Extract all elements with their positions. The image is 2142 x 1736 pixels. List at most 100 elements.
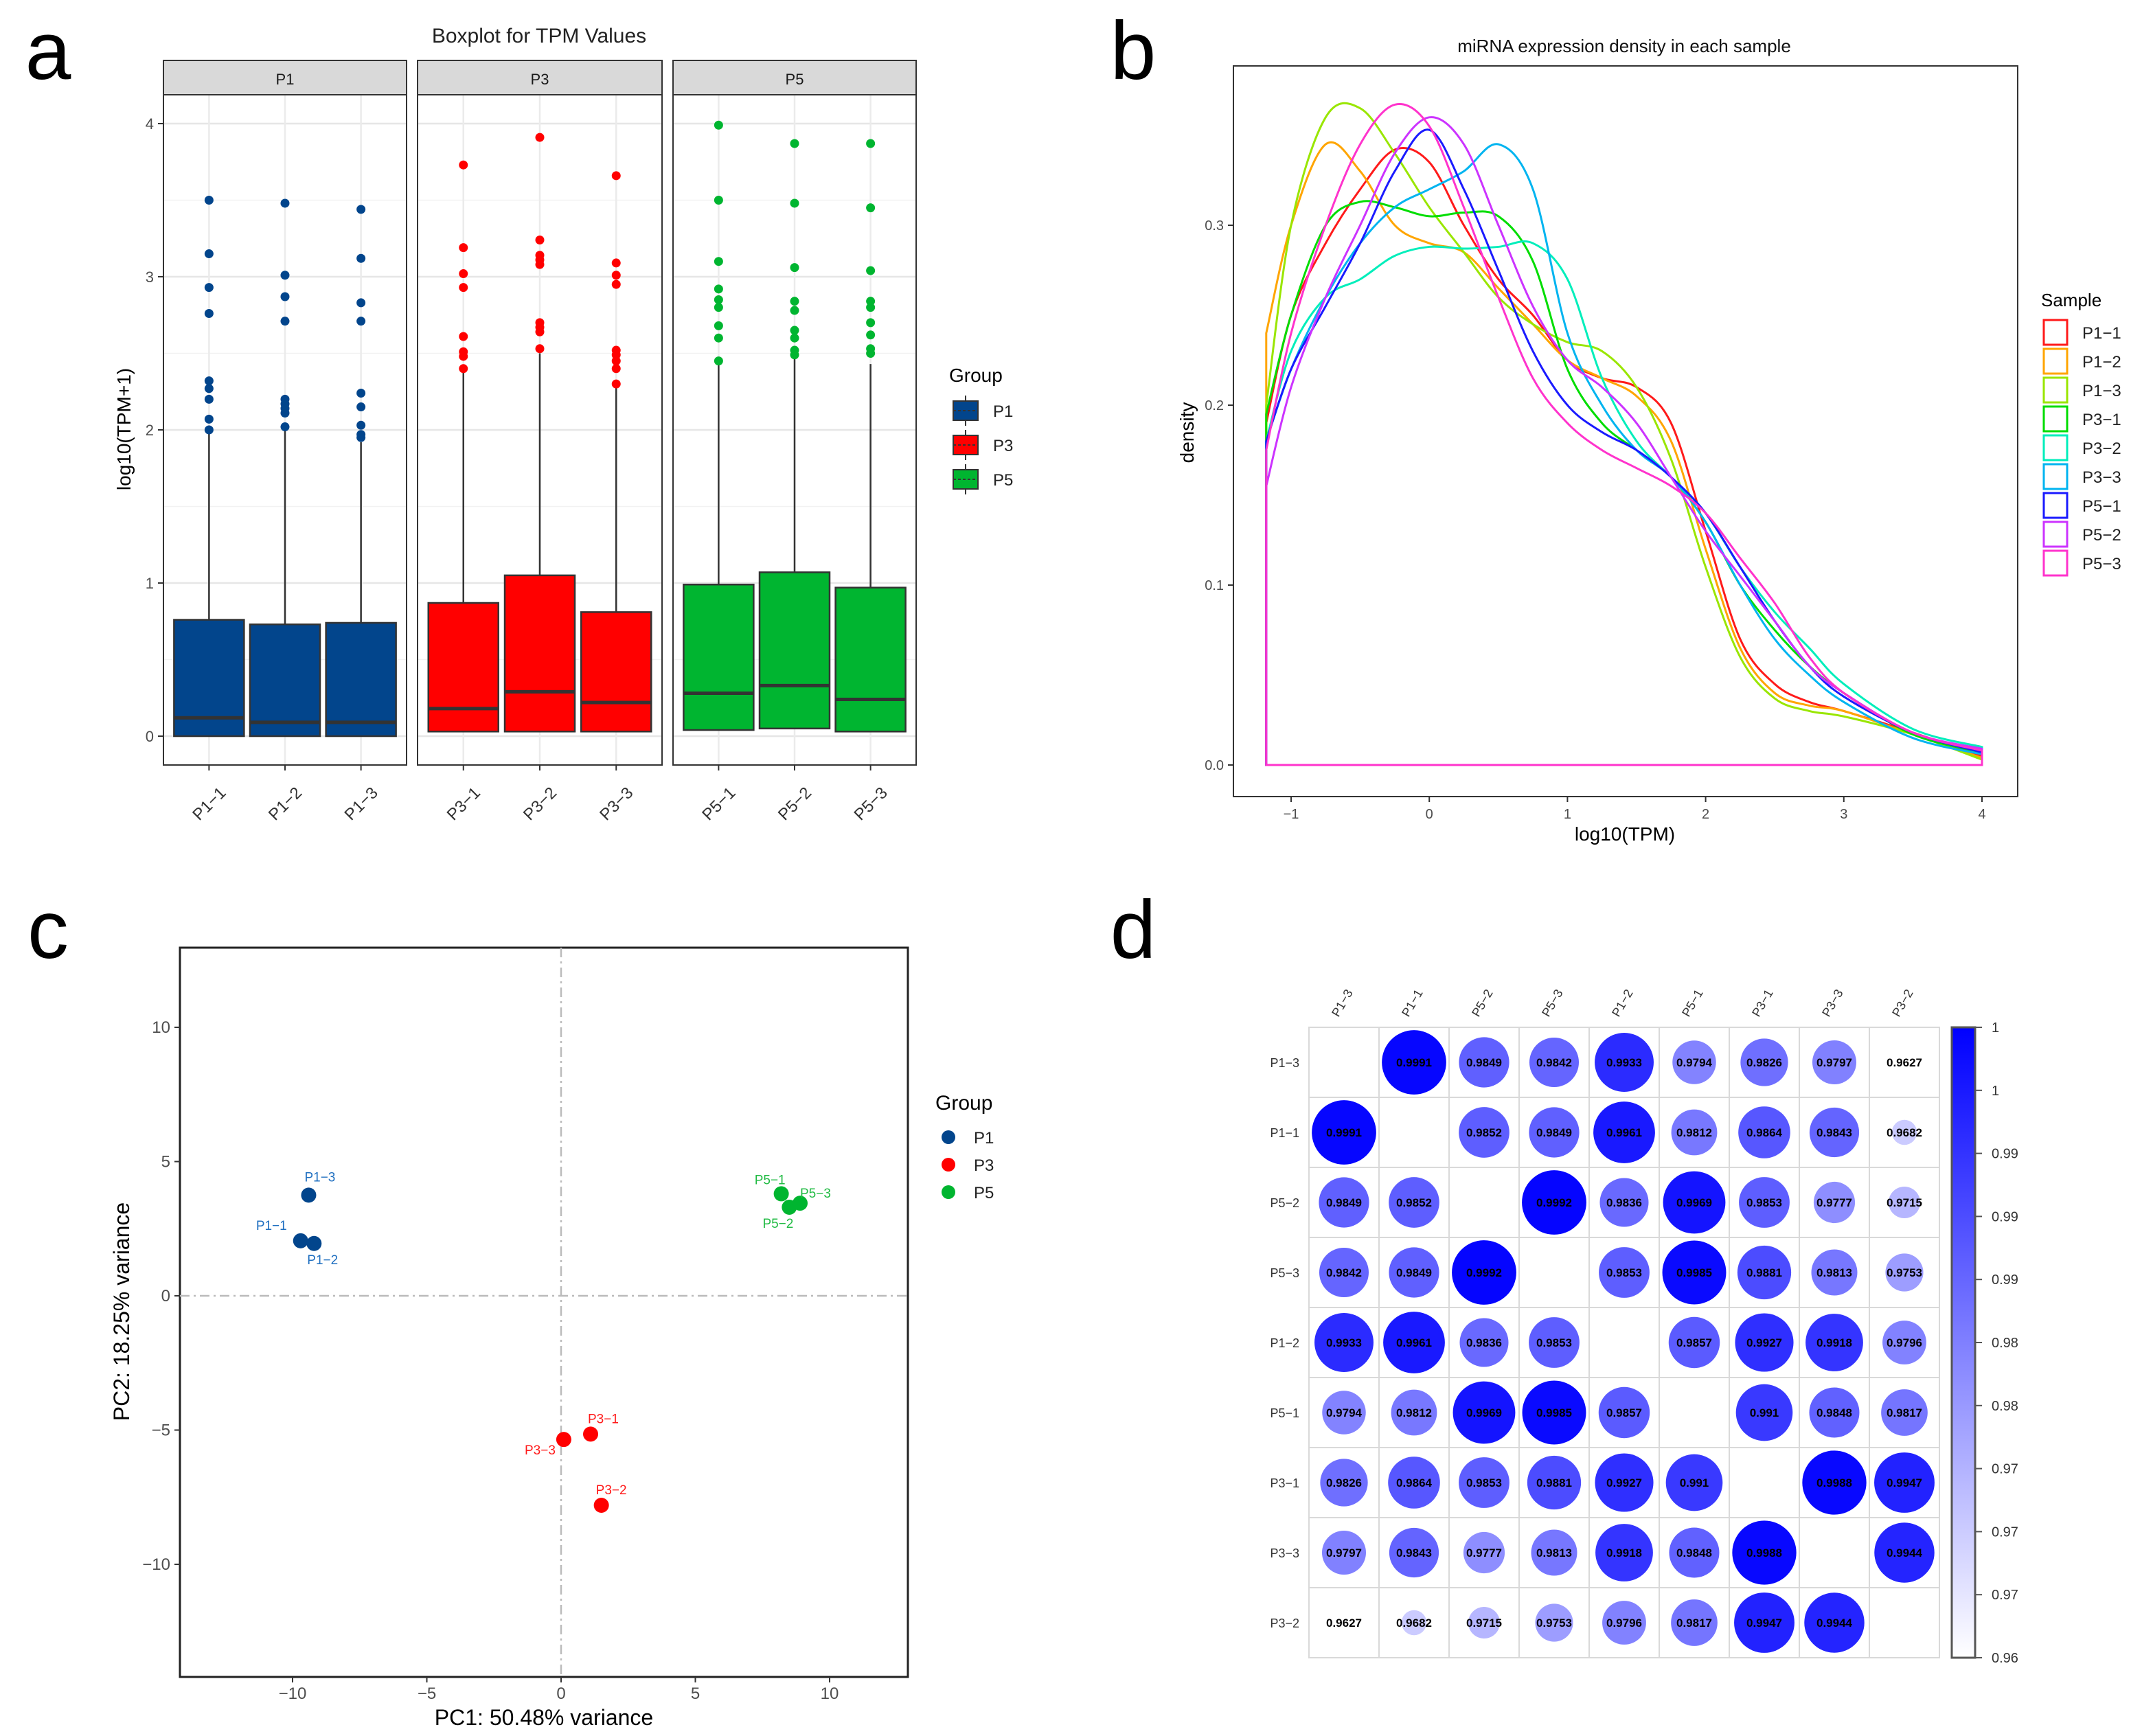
correlation-value: 0.9796 bbox=[1887, 1336, 1922, 1349]
colorbar-label: 0.97 bbox=[1992, 1588, 2018, 1603]
colorbar-label: 0.99 bbox=[1992, 1272, 2018, 1288]
outlier-point bbox=[611, 271, 621, 280]
correlation-value: 0.9969 bbox=[1676, 1196, 1712, 1209]
outlier-point bbox=[356, 317, 366, 326]
pca-point bbox=[301, 1187, 317, 1203]
outlier-point bbox=[356, 205, 366, 214]
correlation-value: 0.9826 bbox=[1326, 1476, 1362, 1489]
outlier-point bbox=[714, 284, 723, 294]
correlation-value: 0.9813 bbox=[1536, 1546, 1572, 1560]
correlation-value: 0.9852 bbox=[1396, 1196, 1432, 1209]
colorbar bbox=[1950, 1026, 1976, 1659]
correlation-circle bbox=[1319, 1177, 1369, 1228]
correlation-value: 0.9944 bbox=[1816, 1617, 1853, 1630]
correlation-value: 0.9988 bbox=[1816, 1476, 1852, 1489]
correlation-value: 0.9918 bbox=[1606, 1546, 1642, 1560]
column-label: P5−2 bbox=[1469, 987, 1496, 1019]
x-tick-label: P1−3 bbox=[341, 784, 382, 824]
correlation-value: 0.9918 bbox=[1816, 1336, 1852, 1349]
outlier-point bbox=[611, 279, 621, 289]
correlation-value: 0.9849 bbox=[1326, 1196, 1362, 1209]
facet-strip bbox=[417, 60, 663, 95]
pca-panel: P1−1 P1−2 P1−3 P3−1 P3−2 P3−3 P5−1 P5−2 P5−3 −10 −… bbox=[109, 946, 994, 1730]
outlier-point bbox=[204, 376, 214, 386]
boxplot-panel: Boxplot for TPM Values P1 P3 P5 P1−1 P1−2 P1−3… bbox=[113, 25, 1013, 824]
legend-title: Group bbox=[935, 1092, 992, 1115]
correlation-circle bbox=[1662, 1240, 1727, 1305]
correlation-circle bbox=[1809, 1107, 1860, 1158]
x-tick-label: −5 bbox=[418, 1684, 436, 1703]
correlation-circle bbox=[1389, 1527, 1439, 1578]
outlier-point bbox=[204, 196, 214, 205]
correlation-circle bbox=[1882, 1321, 1926, 1364]
outlier-point bbox=[204, 384, 214, 393]
correlation-circle bbox=[1813, 1181, 1856, 1224]
correlation-circle bbox=[1391, 1389, 1437, 1436]
correlation-circle bbox=[1735, 1384, 1793, 1441]
panel-letter: a bbox=[25, 5, 71, 97]
pca-point bbox=[792, 1196, 808, 1211]
outlier-point bbox=[459, 352, 468, 361]
outlier-point bbox=[611, 171, 621, 181]
correlation-value: 0.9853 bbox=[1536, 1336, 1572, 1349]
plot-border bbox=[1233, 65, 2018, 797]
correlation-circle bbox=[1322, 1391, 1366, 1435]
outlier-point bbox=[280, 292, 290, 301]
panel-letter: d bbox=[1110, 884, 1157, 976]
facet-strip bbox=[672, 60, 917, 95]
y-axis-label: density bbox=[1176, 402, 1198, 464]
colorbar-label: 0.98 bbox=[1992, 1336, 2018, 1351]
density-curve bbox=[1265, 240, 1983, 766]
correlation-circle bbox=[1527, 1455, 1582, 1510]
legend-title: Sample bbox=[2041, 290, 2101, 310]
box bbox=[249, 623, 321, 738]
correlation-value: 0.9881 bbox=[1746, 1266, 1782, 1279]
correlation-value: 0.9842 bbox=[1536, 1056, 1572, 1069]
y-tick-label: 5 bbox=[161, 1153, 170, 1172]
outlier-point bbox=[790, 333, 799, 343]
correlation-circle bbox=[1805, 1314, 1863, 1371]
legend-key bbox=[2042, 463, 2069, 490]
point-label: P5−2 bbox=[762, 1217, 793, 1231]
pca-point bbox=[556, 1432, 571, 1448]
correlation-value: 0.9933 bbox=[1606, 1056, 1642, 1069]
box bbox=[683, 583, 755, 731]
correlation-circle bbox=[1812, 1040, 1857, 1085]
y-tick-label: 0 bbox=[146, 728, 154, 745]
box bbox=[427, 602, 499, 733]
density-curve bbox=[1265, 116, 1983, 766]
correlation-circle bbox=[1602, 1601, 1646, 1645]
outlier-point bbox=[714, 295, 723, 304]
y-axis-label: PC2: 18.25% variance bbox=[109, 1202, 134, 1421]
correlation-value: 0.9849 bbox=[1536, 1126, 1572, 1139]
correlation-circle bbox=[1401, 1610, 1427, 1636]
legend-label: P3−1 bbox=[2082, 411, 2121, 429]
x-tick-label: P3−2 bbox=[520, 784, 560, 824]
x-tick-label: −10 bbox=[279, 1684, 307, 1703]
outlier-point bbox=[204, 425, 214, 435]
matrix-cell bbox=[1588, 1307, 1660, 1378]
correlation-value: 0.9961 bbox=[1396, 1336, 1432, 1349]
outlier-point bbox=[714, 257, 723, 266]
correlation-circle bbox=[1874, 1452, 1935, 1513]
legend-label: P1 bbox=[974, 1129, 994, 1147]
outlier-point bbox=[714, 356, 723, 366]
correlation-circle bbox=[1529, 1037, 1580, 1088]
correlation-circle bbox=[1468, 1606, 1501, 1639]
correlation-value: 0.9682 bbox=[1396, 1617, 1432, 1630]
box bbox=[834, 586, 907, 733]
legend-label: P3 bbox=[993, 437, 1013, 455]
correlation-value: 0.9991 bbox=[1326, 1126, 1362, 1139]
colorbar-label: 0.96 bbox=[1992, 1651, 2018, 1666]
colorbar-label: 0.97 bbox=[1992, 1524, 2018, 1540]
outlier-point bbox=[714, 120, 723, 130]
correlation-circle bbox=[1888, 1186, 1921, 1219]
x-tick-label: P1−2 bbox=[265, 784, 306, 824]
legend-label: P1−3 bbox=[2082, 382, 2121, 400]
legend-label: P5−2 bbox=[2082, 526, 2121, 545]
correlation-circle bbox=[1881, 1389, 1928, 1436]
correlation-value: 0.9682 bbox=[1887, 1126, 1922, 1139]
correlation-circle bbox=[1319, 1247, 1369, 1298]
outlier-point bbox=[790, 297, 799, 306]
legend-label: P5−3 bbox=[2082, 555, 2121, 573]
